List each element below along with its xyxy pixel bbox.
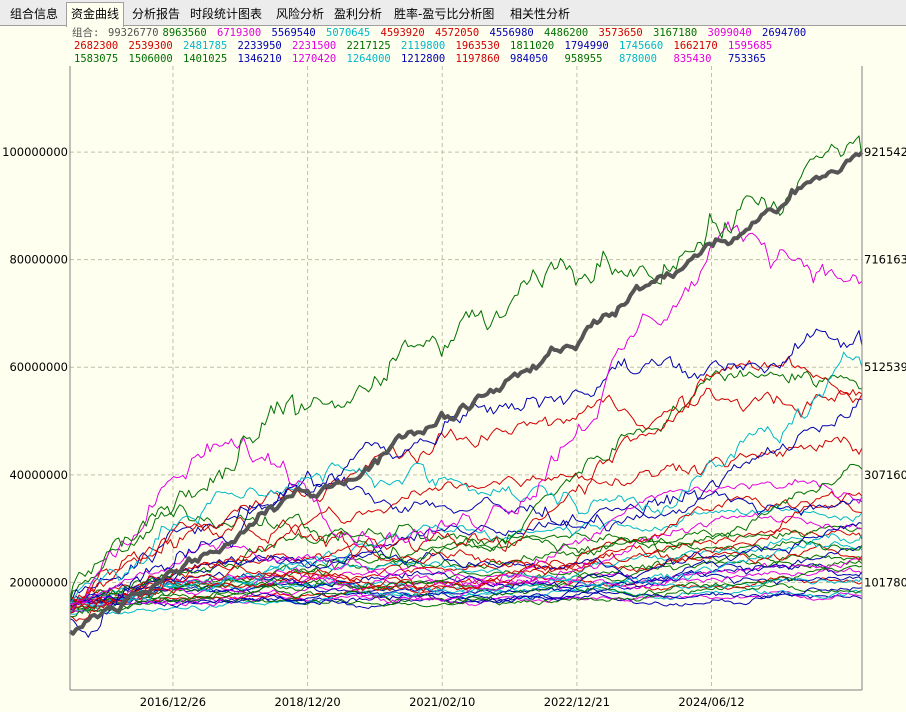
series-line [69, 591, 863, 609]
y-tick-label: 100000000 [2, 145, 68, 159]
legend-item: 8963560 [162, 27, 207, 39]
legend-item: 3573650 [598, 27, 643, 39]
legend-item: 1583075 [74, 53, 119, 65]
legend-item: 4572050 [435, 27, 480, 39]
legend-item: 1963530 [455, 40, 500, 52]
series-line [69, 328, 863, 638]
series-line [69, 387, 863, 602]
series-line [69, 525, 863, 603]
legend-item: 1401025 [183, 53, 228, 65]
legend-item: 1197860 [455, 53, 500, 65]
legend-item: 1270420 [292, 53, 337, 65]
legend-item: 5569540 [271, 27, 316, 39]
tab-bar [0, 0, 906, 26]
legend-item: 878000 [619, 53, 657, 65]
x-tick-label: 2016/12/26 [140, 695, 206, 709]
tab-5[interactable]: 盈利分析 [334, 7, 383, 21]
series-line [69, 543, 863, 604]
series-line [69, 436, 863, 614]
x-tick-label: 2018/12/20 [274, 695, 340, 709]
series-line [69, 351, 863, 605]
legend-item: 3099040 [707, 27, 752, 39]
legend-item: 3167180 [653, 27, 698, 39]
legend-item: 6719300 [217, 27, 262, 39]
x-tick-label: 2022/12/21 [544, 695, 610, 709]
tab-4[interactable]: 风险分析 [276, 7, 325, 21]
x-tick-label: 2021/02/10 [409, 695, 475, 709]
tab-2[interactable]: 分析报告 [132, 7, 181, 21]
y-tick-label: 20000000 [9, 575, 68, 589]
legend-item: 1212800 [401, 53, 446, 65]
series-line [69, 565, 863, 607]
y-tick-label: 40000000 [9, 468, 68, 482]
x-tick-label: 2024/06/12 [678, 695, 744, 709]
series-line [69, 398, 863, 602]
series-line [69, 512, 863, 614]
legend-item: 1506000 [128, 53, 173, 65]
legend-item: 2119800 [401, 40, 446, 52]
legend-item: 2682300 [74, 40, 119, 52]
combined-equity-line [68, 150, 864, 636]
legend-prefix: 组合: [72, 27, 100, 39]
y-right-tick-label: 101780 [864, 575, 906, 589]
series-line [69, 492, 863, 622]
legend-item: 4593920 [380, 27, 425, 39]
y-tick-label: 80000000 [9, 253, 68, 267]
tab-6[interactable]: 胜率-盈亏比分析图 [394, 7, 495, 21]
legend-item: 1794990 [564, 40, 609, 52]
legend-item: 2233950 [237, 40, 282, 52]
y-right-tick-label: 921542 [864, 145, 906, 159]
legend-item: 835430 [673, 53, 712, 65]
series-line [69, 522, 863, 611]
legend-item: 99326770 [108, 27, 159, 39]
legend-item: 1346210 [237, 53, 282, 65]
y-tick-label: 60000000 [9, 360, 68, 374]
legend-item: 2694700 [762, 27, 807, 39]
legend-item: 958955 [564, 53, 603, 65]
legend-item: 1595685 [728, 40, 773, 52]
legend-item: 2231500 [292, 40, 337, 52]
tab-7[interactable]: 相关性分析 [510, 7, 571, 21]
series-line [69, 504, 863, 609]
legend-item: 2217125 [346, 40, 391, 52]
tab-3[interactable]: 时段统计图表 [190, 7, 263, 21]
legend-item: 4486200 [544, 27, 589, 39]
y-right-tick-label: 307160 [864, 468, 906, 482]
series-line [69, 221, 863, 605]
series-line [69, 479, 863, 610]
legend-item: 2481785 [183, 40, 228, 52]
y-right-tick-label: 716163 [864, 253, 906, 267]
legend-item: 2539300 [128, 40, 173, 52]
tab-1[interactable]: 资金曲线 [66, 2, 125, 27]
series-line [69, 369, 863, 602]
legend-item: 984050 [510, 53, 548, 65]
y-right-tick-label: 512539 [864, 360, 906, 374]
series-legend: 组合: 99326770 8963560 6719300 5569540 5070645… [70, 26, 906, 68]
legend-item: 1811020 [510, 40, 555, 52]
legend-item: 5070645 [326, 27, 371, 39]
series-line [69, 355, 863, 611]
legend-item: 1745660 [619, 40, 664, 52]
legend-item: 1264000 [346, 53, 391, 65]
legend-item: 4556980 [489, 27, 534, 39]
tab-0[interactable]: 组合信息 [10, 7, 59, 21]
series-line [69, 135, 863, 600]
legend-item: 753365 [728, 53, 766, 65]
legend-item: 1662170 [673, 40, 718, 52]
series-line [69, 590, 863, 607]
series-line [69, 463, 863, 618]
plot-area [70, 66, 862, 690]
series-line [69, 533, 863, 613]
